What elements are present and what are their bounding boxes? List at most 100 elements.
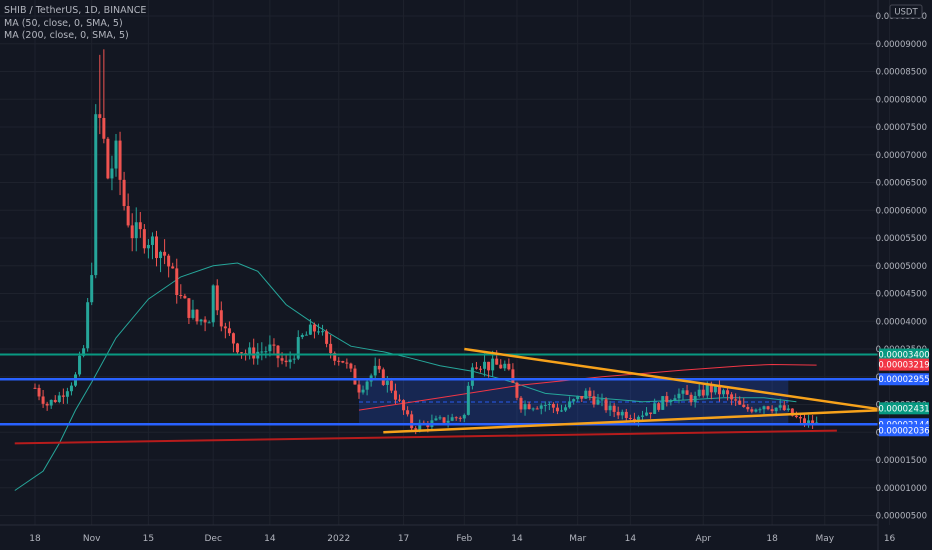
candle-body <box>414 428 418 430</box>
plot-area[interactable] <box>0 49 886 491</box>
legend-ma50[interactable]: MA (50, close, 0, SMA, 5) <box>4 18 123 29</box>
x-tick-label: 18 <box>29 534 41 544</box>
candle-body <box>171 266 175 269</box>
candle-body <box>653 403 657 414</box>
candle-body <box>531 408 535 410</box>
candle-body <box>693 395 697 403</box>
candle-body <box>187 298 191 318</box>
candle-body <box>701 389 705 396</box>
x-tick-label: Feb <box>456 534 472 544</box>
candle-body <box>167 255 171 267</box>
candle-body <box>620 411 624 416</box>
candle-body <box>150 236 154 245</box>
x-tick-label: 2022 <box>327 534 350 544</box>
candle-body <box>616 411 620 416</box>
y-tick-label: 0.00005000 <box>876 262 927 272</box>
candle-body <box>487 361 491 371</box>
candle-body <box>138 222 142 230</box>
candle-body <box>596 399 600 405</box>
x-tick-label: Dec <box>204 534 221 544</box>
candle-body <box>661 396 665 410</box>
candle-body <box>523 404 527 410</box>
candle-body <box>37 387 41 397</box>
candle-body <box>134 222 138 239</box>
candle-body <box>592 396 596 405</box>
time-axis[interactable]: 18 Nov 15 Dec 14 2022 17 Feb 14 Mar 14 Apr 18 May 16 <box>29 534 895 544</box>
candle-body <box>300 334 304 338</box>
y-tick-label: 0.00005500 <box>876 234 927 244</box>
candle-body <box>794 415 798 418</box>
candle-body <box>231 333 235 344</box>
candle-body <box>94 114 98 276</box>
y-tick-label: 0.00004500 <box>876 290 927 300</box>
x-tick-label: 17 <box>398 534 409 544</box>
candle-body <box>754 409 758 412</box>
candle-body <box>288 359 292 363</box>
candle-body <box>503 363 507 369</box>
candle-body <box>284 360 288 363</box>
candle-body <box>86 302 90 349</box>
candle-body <box>600 399 604 401</box>
candle-body <box>790 408 794 416</box>
candle-body <box>604 399 608 411</box>
candle-body <box>547 403 551 405</box>
candle-body <box>252 347 256 359</box>
y-tick-label: 0.00009000 <box>876 40 927 50</box>
candle-body <box>114 140 118 169</box>
candle-body <box>325 331 329 344</box>
candle-body <box>807 420 811 424</box>
candle-body <box>146 244 150 249</box>
candle-body <box>215 285 219 311</box>
candle-body <box>697 389 701 396</box>
candle-body <box>317 331 320 333</box>
candle-body <box>393 390 397 400</box>
candle-body <box>304 334 308 336</box>
candle-body <box>576 395 580 400</box>
candle-body <box>268 344 272 352</box>
candle-body <box>470 367 474 386</box>
candle-body <box>462 414 466 419</box>
grid <box>0 0 891 525</box>
y-tick-label: 0.00001500 <box>876 456 927 466</box>
legend-title: SHIB / TetherUS, 1D, BINANCE <box>4 5 146 16</box>
candle-body <box>159 251 163 259</box>
currency-unit-box[interactable]: USDT <box>889 4 923 19</box>
y-tick-label: 0.00008000 <box>876 95 927 105</box>
candle-body <box>527 404 531 410</box>
candle-body <box>446 420 450 423</box>
candle-body <box>337 360 341 362</box>
candle-body <box>511 369 515 383</box>
candle-body <box>535 408 539 410</box>
candle-body <box>381 369 385 385</box>
x-tick-label: 14 <box>511 534 523 544</box>
candle-body <box>353 368 357 385</box>
candle-body <box>308 324 312 335</box>
candle-body <box>41 396 45 404</box>
y-tick-label: 0.00004000 <box>876 317 927 327</box>
candle-body <box>434 418 438 421</box>
candle-body <box>175 268 179 296</box>
y-tick-label: 0.00006500 <box>876 179 927 189</box>
candle-body <box>130 225 134 239</box>
price-badge <box>879 373 929 386</box>
candle-body <box>398 399 401 401</box>
candle-body <box>49 399 53 406</box>
candle-body <box>811 420 815 425</box>
candle-body <box>738 400 742 405</box>
candle-body <box>519 397 523 410</box>
candle-body <box>641 415 644 417</box>
candle-body <box>406 410 410 415</box>
candle-body <box>717 385 721 395</box>
candle-body <box>377 365 381 370</box>
legend-ma200[interactable]: MA (200, close, 0, SMA, 5) <box>4 30 129 41</box>
candle-body <box>499 364 503 369</box>
candle-body <box>709 384 713 393</box>
candle-body <box>418 422 422 430</box>
candle-body <box>673 398 677 401</box>
price-badge-label: 0.00003219 <box>878 361 929 371</box>
candle-body <box>365 381 369 390</box>
x-tick-label: Nov <box>83 534 101 544</box>
